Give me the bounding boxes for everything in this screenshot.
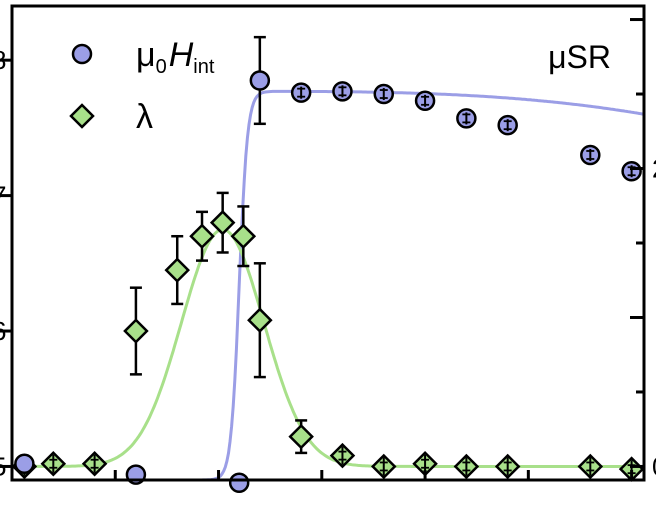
lambda-point [189, 223, 215, 249]
legend-label-hint: μ0Hint [136, 36, 215, 78]
lambda-fit-curve [12, 228, 644, 468]
left-tick-label: 8 [0, 45, 6, 75]
legend-diamond-symbol [69, 103, 95, 129]
right-tick-label: 0 [652, 451, 656, 481]
legend: μ0Hint λ [69, 36, 215, 136]
legend-circle-symbol [71, 43, 93, 65]
legend-circle-marker [71, 43, 93, 65]
lambda-point [288, 423, 314, 450]
legend-label-lambda: λ [136, 98, 153, 136]
legend-diamond-marker [69, 103, 95, 129]
tick-labels: 8 7 6 5 2 0 [0, 45, 656, 481]
left-tick-label: 5 [0, 451, 6, 481]
musr-annotation: μSR [548, 39, 611, 75]
lambda-point [123, 318, 149, 344]
lambda-point [247, 307, 273, 333]
hint-point [228, 472, 250, 493]
lambda-point [209, 209, 236, 236]
lambda-point [164, 257, 190, 283]
left-tick-label: 7 [0, 181, 6, 211]
hint-point [249, 70, 271, 91]
axis-ticks [0, 18, 644, 480]
lambda-point [230, 223, 257, 249]
hint-point [14, 453, 35, 474]
right-tick-label: 2 [652, 154, 656, 184]
left-tick-label: 6 [0, 316, 6, 346]
